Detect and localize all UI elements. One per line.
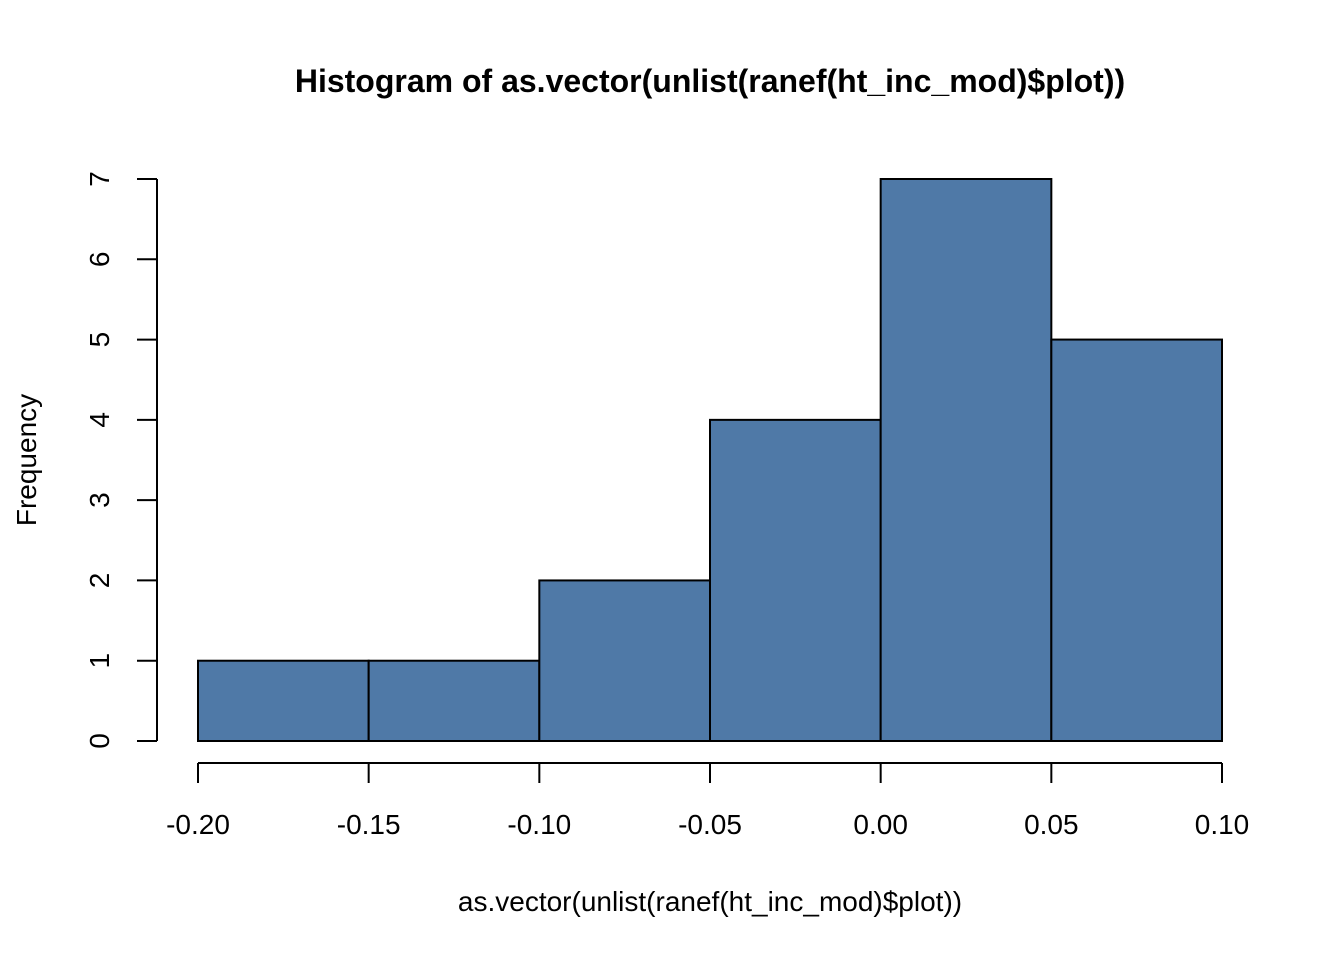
histogram-bar [1050,338,1224,742]
y-axis-label: Frequency [11,394,42,526]
y-axis: 0 1 2 3 4 5 6 7 [84,171,158,749]
x-tick-label: 0.05 [1024,809,1079,840]
y-tick-label: 2 [84,573,115,589]
y-tick-label: 0 [84,733,115,749]
x-tick-label: -0.05 [678,809,742,840]
y-tick-label: 6 [84,251,115,267]
x-tick-label: 0.00 [853,809,908,840]
y-tick-label: 1 [84,653,115,669]
x-axis-label: as.vector(unlist(ranef(ht_inc_mod)$plot)… [458,886,962,917]
x-tick-label: -0.10 [507,809,571,840]
y-tick-label: 5 [84,332,115,348]
x-tick-label: -0.15 [337,809,401,840]
histogram-bar [538,579,711,743]
histogram-bar [879,178,1053,742]
y-tick-label: 7 [84,171,115,187]
y-tick-label: 4 [84,412,115,428]
histogram-bar [709,418,882,742]
y-tick-label: 3 [84,492,115,508]
bars-group [197,178,1224,743]
histogram-bar [197,659,370,743]
histogram-bar [367,659,541,743]
x-tick-label: -0.20 [166,809,230,840]
x-tick-label: 0.10 [1195,809,1250,840]
chart-title: Histogram of as.vector(unlist(ranef(ht_i… [295,63,1125,99]
x-axis: -0.20 -0.15 -0.10 -0.05 0.00 0.05 0.10 [166,762,1250,840]
